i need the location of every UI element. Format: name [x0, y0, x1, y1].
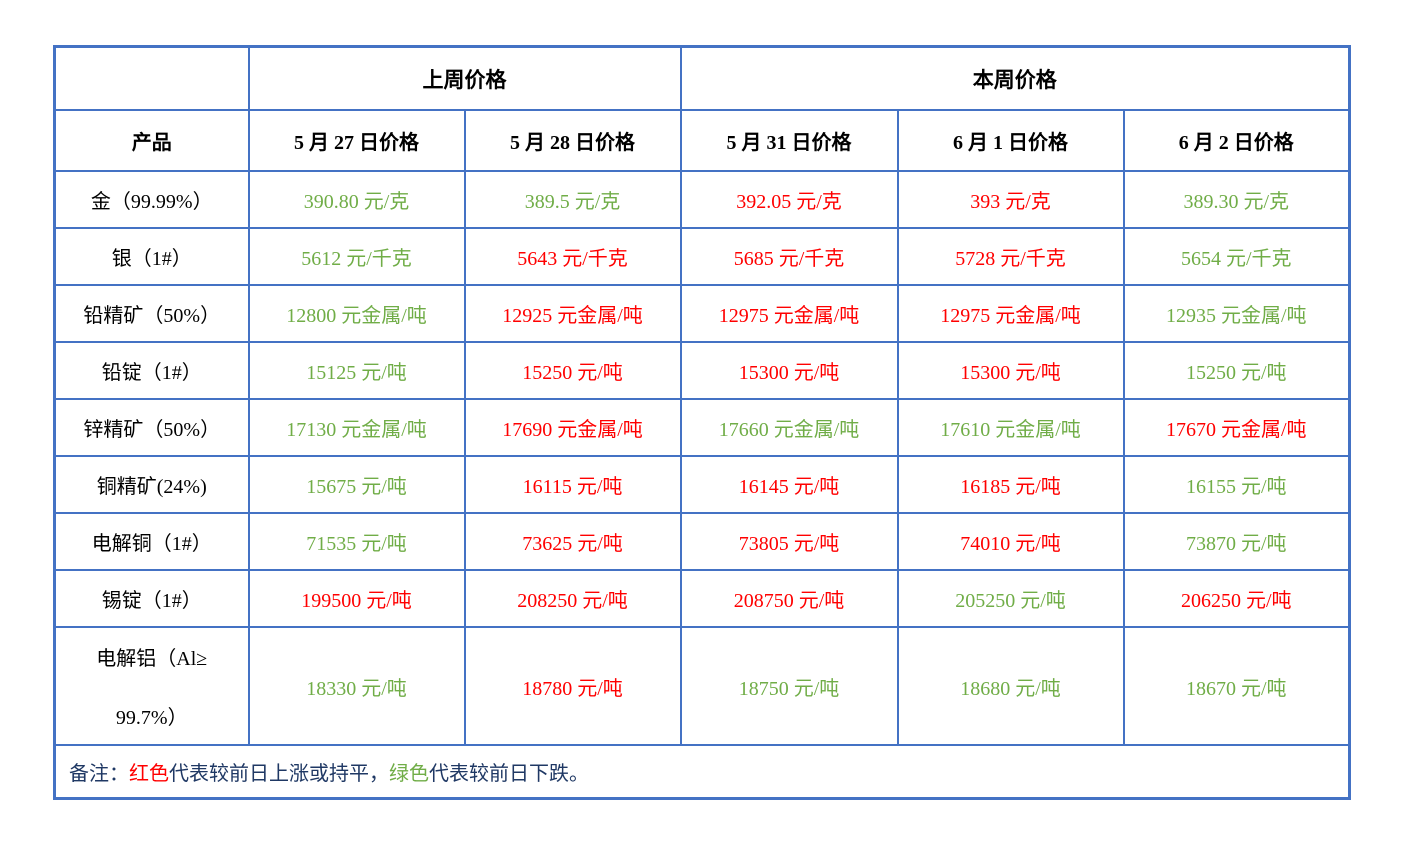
table-row-silver: 银（1#） 5612 元/千克 5643 元/千克 5685 元/千克 5728… — [53, 227, 1351, 286]
price-cell: 16185 元/吨 — [896, 455, 1125, 514]
price-cell: 389.30 元/克 — [1122, 170, 1351, 229]
price-cell: 17660 元金属/吨 — [679, 398, 899, 457]
price-cell: 16115 元/吨 — [463, 455, 682, 514]
note-row: 备注：红色代表较前日上涨或持平，绿色代表较前日下跌。 — [53, 744, 1351, 800]
note-green-word: 绿色 — [389, 763, 429, 785]
table-row-lead-concentrate: 铅精矿（50%） 12800 元金属/吨 12925 元金属/吨 12975 元… — [53, 284, 1351, 343]
product-label: 电解铝（Al≥ 99.7%） — [53, 626, 250, 746]
price-cell: 199500 元/吨 — [247, 569, 466, 628]
date-header-jun2: 6 月 2 日价格 — [1122, 109, 1351, 172]
price-cell: 5654 元/千克 — [1122, 227, 1351, 286]
price-cell: 17130 元金属/吨 — [247, 398, 466, 457]
note-green-meaning: 代表较前日下跌。 — [429, 763, 589, 785]
week-group-header-row: 上周价格 本周价格 — [53, 45, 1351, 111]
price-cell: 18670 元/吨 — [1122, 626, 1351, 746]
date-header-jun1: 6 月 1 日价格 — [896, 109, 1125, 172]
note-red-meaning: 代表较前日上涨或持平， — [169, 763, 389, 785]
price-cell: 18330 元/吨 — [247, 626, 466, 746]
product-label: 锡锭（1#） — [53, 569, 250, 628]
product-label: 银（1#） — [53, 227, 250, 286]
price-table-wrapper: 上周价格 本周价格 产品 5 月 27 日价格 5 月 28 日价格 5 月 3… — [53, 45, 1352, 800]
table-row-zinc-concentrate: 锌精矿（50%） 17130 元金属/吨 17690 元金属/吨 17660 元… — [53, 398, 1351, 457]
price-cell: 393 元/克 — [896, 170, 1125, 229]
price-cell: 12925 元金属/吨 — [463, 284, 682, 343]
price-cell: 5643 元/千克 — [463, 227, 682, 286]
price-cell: 206250 元/吨 — [1122, 569, 1351, 628]
price-cell: 15125 元/吨 — [247, 341, 466, 400]
date-header-may28: 5 月 28 日价格 — [463, 109, 682, 172]
price-cell: 74010 元/吨 — [896, 512, 1125, 571]
price-cell: 5685 元/千克 — [679, 227, 899, 286]
price-cell: 71535 元/吨 — [247, 512, 466, 571]
price-cell: 392.05 元/克 — [679, 170, 899, 229]
this-week-group-header: 本周价格 — [679, 45, 1351, 111]
product-label: 铅精矿（50%） — [53, 284, 250, 343]
price-cell: 5612 元/千克 — [247, 227, 466, 286]
last-week-group-header: 上周价格 — [247, 45, 682, 111]
price-cell: 15675 元/吨 — [247, 455, 466, 514]
table-row-lead-ingot: 铅锭（1#） 15125 元/吨 15250 元/吨 15300 元/吨 153… — [53, 341, 1351, 400]
product-label: 锌精矿（50%） — [53, 398, 250, 457]
price-cell: 73805 元/吨 — [679, 512, 899, 571]
date-header-may27: 5 月 27 日价格 — [247, 109, 466, 172]
price-cell: 208750 元/吨 — [679, 569, 899, 628]
price-cell: 18750 元/吨 — [679, 626, 899, 746]
price-cell: 15300 元/吨 — [896, 341, 1125, 400]
price-cell: 15300 元/吨 — [679, 341, 899, 400]
product-label-line1: 电解铝（Al≥ — [96, 648, 208, 670]
price-cell: 5728 元/千克 — [896, 227, 1125, 286]
price-cell: 15250 元/吨 — [1122, 341, 1351, 400]
note-prefix: 备注： — [69, 763, 129, 785]
price-cell: 17670 元金属/吨 — [1122, 398, 1351, 457]
product-label-line2: 99.7%） — [115, 707, 188, 729]
table-row-electrolytic-aluminum: 电解铝（Al≥ 99.7%） 18330 元/吨 18780 元/吨 18750… — [53, 626, 1351, 746]
table-row-electrolytic-copper: 电解铜（1#） 71535 元/吨 73625 元/吨 73805 元/吨 74… — [53, 512, 1351, 571]
note-cell: 备注：红色代表较前日上涨或持平，绿色代表较前日下跌。 — [53, 744, 1351, 800]
product-label: 电解铜（1#） — [53, 512, 250, 571]
price-cell: 390.80 元/克 — [247, 170, 466, 229]
price-cell: 73870 元/吨 — [1122, 512, 1351, 571]
price-cell: 208250 元/吨 — [463, 569, 682, 628]
price-cell: 18780 元/吨 — [463, 626, 682, 746]
price-cell: 18680 元/吨 — [896, 626, 1125, 746]
date-header-may31: 5 月 31 日价格 — [679, 109, 899, 172]
price-cell: 17690 元金属/吨 — [463, 398, 682, 457]
price-cell: 16145 元/吨 — [679, 455, 899, 514]
product-label: 铅锭（1#） — [53, 341, 250, 400]
product-column-header: 产品 — [53, 109, 250, 172]
price-cell: 389.5 元/克 — [463, 170, 682, 229]
product-label: 金（99.99%） — [53, 170, 250, 229]
table-row-copper-concentrate: 铜精矿(24%) 15675 元/吨 16115 元/吨 16145 元/吨 1… — [53, 455, 1351, 514]
price-cell: 16155 元/吨 — [1122, 455, 1351, 514]
price-cell: 15250 元/吨 — [463, 341, 682, 400]
price-cell: 73625 元/吨 — [463, 512, 682, 571]
note-red-word: 红色 — [129, 763, 169, 785]
price-cell: 205250 元/吨 — [896, 569, 1125, 628]
metal-price-table: 上周价格 本周价格 产品 5 月 27 日价格 5 月 28 日价格 5 月 3… — [53, 45, 1352, 800]
table-row-tin-ingot: 锡锭（1#） 199500 元/吨 208250 元/吨 208750 元/吨 … — [53, 569, 1351, 628]
date-header-row: 产品 5 月 27 日价格 5 月 28 日价格 5 月 31 日价格 6 月 … — [53, 109, 1351, 172]
corner-cell — [53, 45, 250, 111]
price-cell: 17610 元金属/吨 — [896, 398, 1125, 457]
price-cell: 12800 元金属/吨 — [247, 284, 466, 343]
table-row-gold: 金（99.99%） 390.80 元/克 389.5 元/克 392.05 元/… — [53, 170, 1351, 229]
product-label: 铜精矿(24%) — [53, 455, 250, 514]
price-cell: 12975 元金属/吨 — [896, 284, 1125, 343]
price-cell: 12935 元金属/吨 — [1122, 284, 1351, 343]
price-cell: 12975 元金属/吨 — [679, 284, 899, 343]
